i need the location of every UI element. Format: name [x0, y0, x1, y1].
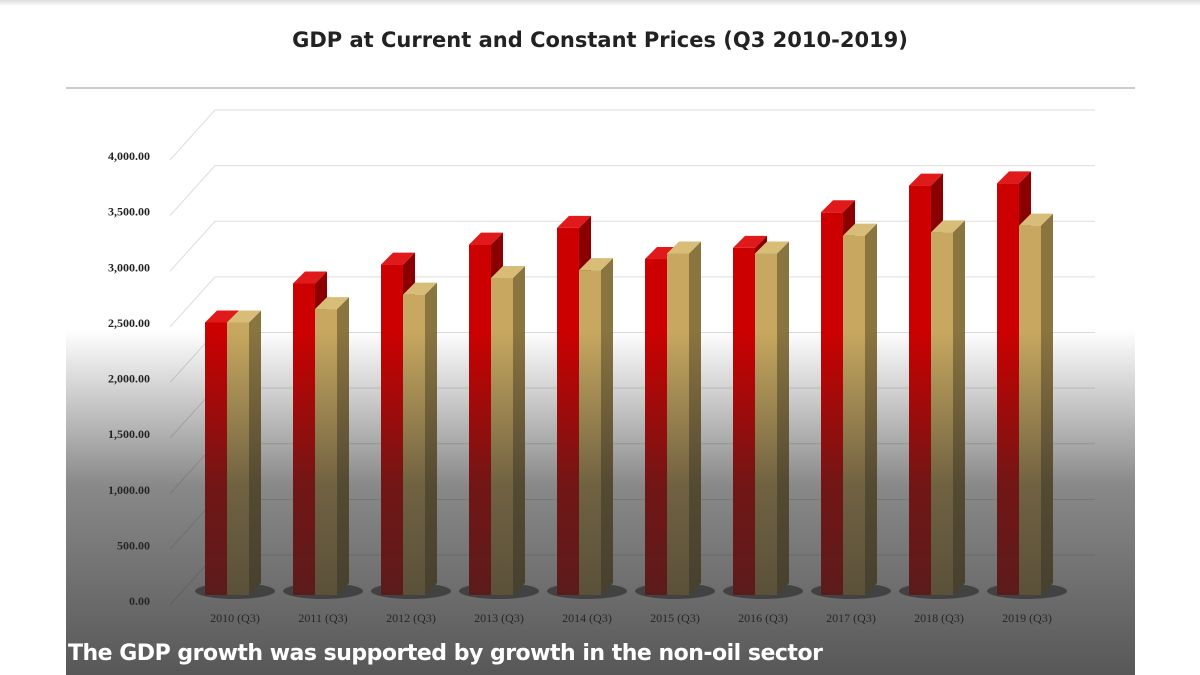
bar-top — [315, 297, 349, 310]
bar-side — [1041, 213, 1053, 595]
bar-top — [491, 265, 525, 278]
bar-side — [953, 220, 965, 595]
bar-series-1 — [997, 183, 1019, 595]
bar-top — [909, 173, 943, 186]
bar-series-2 — [755, 253, 777, 595]
bar-series-2 — [579, 270, 601, 595]
y-tick-label: 3,500.00 — [108, 205, 150, 219]
y-tick-label: 3,000.00 — [108, 260, 150, 274]
bar-series-2 — [1019, 225, 1041, 595]
chart-title: GDP at Current and Constant Prices (Q3 2… — [292, 28, 908, 52]
bar-series-2 — [667, 253, 689, 595]
bar-series-1 — [821, 212, 843, 596]
x-tick-label: 2017 (Q3) — [826, 611, 876, 625]
bar-side — [865, 223, 877, 595]
bar-side — [425, 282, 437, 595]
bar-side — [601, 258, 613, 595]
bar-side — [513, 265, 525, 595]
x-tick-label: 2014 (Q3) — [562, 611, 612, 625]
bar-top — [381, 252, 415, 265]
bar-series-2 — [227, 322, 249, 595]
bar-side — [337, 297, 349, 595]
bar-series-2 — [403, 294, 425, 595]
x-tick-label: 2016 (Q3) — [738, 611, 788, 625]
gridline — [169, 276, 1095, 328]
bar-top — [227, 310, 261, 323]
y-tick-label: 500.00 — [117, 538, 150, 552]
x-axis-ticks: 2010 (Q3) 2011 (Q3) 2012 (Q3) 2013 (Q3) 2014… — [210, 611, 1052, 625]
bar-series-1 — [909, 185, 931, 595]
bar-top — [293, 271, 327, 284]
x-tick-label: 2012 (Q3) — [386, 611, 436, 625]
bar-top — [1019, 213, 1053, 226]
y-axis-ticks: 0.00 500.00 1,000.00 1,500.00 2,000.00 2,500.… — [108, 149, 150, 608]
bar-side — [777, 241, 789, 595]
bar-series-1 — [205, 322, 227, 595]
bar-top — [997, 171, 1031, 184]
x-tick-label: 2015 (Q3) — [650, 611, 700, 625]
y-tick-label: 1,000.00 — [108, 483, 150, 497]
x-tick-label: 2010 (Q3) — [210, 611, 260, 625]
y-tick-label: 4,000.00 — [108, 149, 150, 163]
bar-series-1 — [381, 264, 403, 595]
bar-top — [579, 258, 613, 271]
y-tick-label: 1,500.00 — [108, 427, 150, 441]
y-tick-label: 2,500.00 — [108, 316, 150, 330]
x-tick-label: 2011 (Q3) — [298, 611, 347, 625]
bar-series-1 — [469, 244, 491, 595]
y-tick-label: 0.00 — [129, 594, 150, 608]
bar-series-2 — [931, 232, 953, 595]
bar-series-1 — [293, 283, 315, 595]
bar-series-2 — [843, 235, 865, 595]
bars — [195, 171, 1067, 599]
gridline — [169, 220, 1095, 272]
bar-side — [689, 241, 701, 595]
bar-top — [755, 241, 789, 254]
x-tick-label: 2018 (Q3) — [914, 611, 964, 625]
top-border — [0, 0, 1200, 6]
bar-top — [403, 282, 437, 295]
image-caption: The GDP growth was supported by growth i… — [68, 641, 823, 666]
gridline — [169, 165, 1095, 216]
bar-series-1 — [645, 259, 667, 595]
bar-series-2 — [491, 277, 513, 595]
bar-series-2 — [315, 309, 337, 595]
bar-top — [931, 220, 965, 233]
bar-series-1 — [733, 247, 755, 595]
x-tick-label: 2019 (Q3) — [1002, 611, 1052, 625]
gridline — [169, 109, 1095, 161]
bar-top — [821, 200, 855, 213]
bar-top — [733, 235, 767, 248]
x-tick-label: 2013 (Q3) — [474, 611, 524, 625]
bar-top — [469, 232, 503, 245]
y-tick-label: 2,000.00 — [108, 372, 150, 386]
bar-side — [249, 310, 261, 595]
bar-series-1 — [557, 227, 579, 595]
bar-top — [205, 310, 239, 323]
bar-top — [557, 215, 591, 228]
bar-top — [843, 223, 877, 236]
bar-top — [667, 241, 701, 254]
